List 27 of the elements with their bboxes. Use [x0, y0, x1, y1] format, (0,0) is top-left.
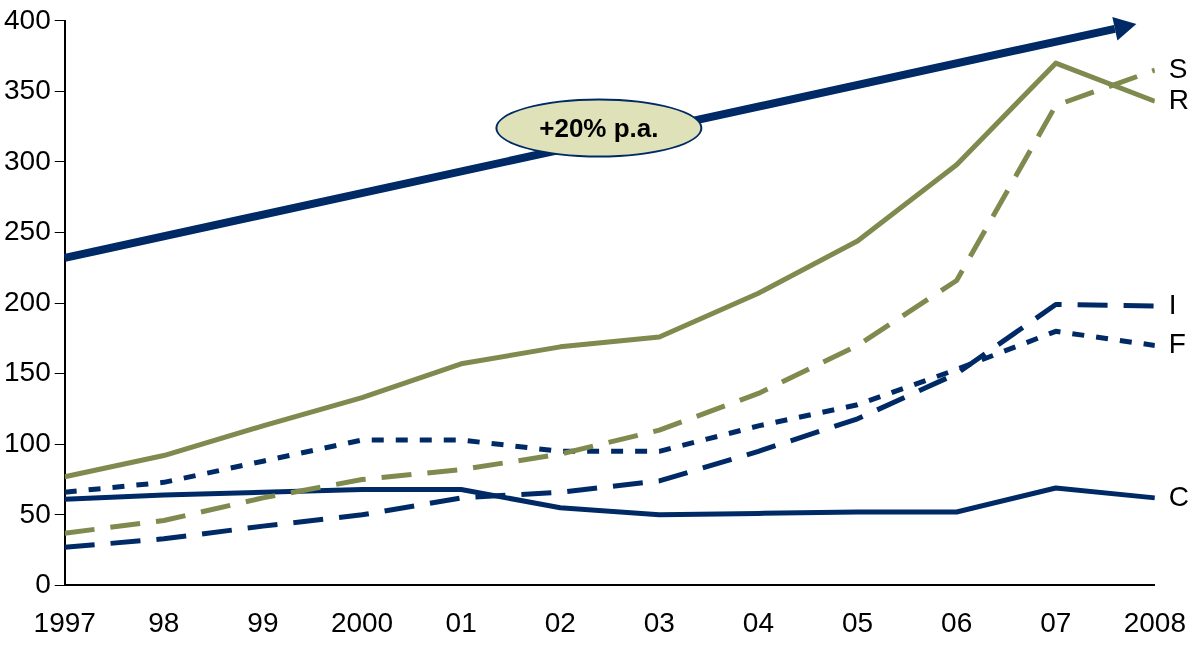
x-tick-label: 07 — [1040, 606, 1072, 638]
x-tick-label: 2008 — [1123, 606, 1186, 638]
callout-ellipse: +20% p.a. — [495, 98, 703, 158]
x-tick-label: 2000 — [330, 606, 394, 638]
y-tick-label: 100 — [4, 426, 51, 458]
x-tick-label: 03 — [643, 606, 675, 638]
x-tick-label: 01 — [445, 606, 477, 638]
series-label: I — [1168, 288, 1177, 320]
x-tick-label: 1997 — [33, 606, 96, 638]
y-tick-label: 50 — [19, 497, 51, 529]
x-tick-label: 05 — [841, 606, 874, 638]
y-tick-label: 150 — [4, 356, 51, 388]
series-label: C — [1168, 480, 1190, 512]
x-tick-label: 06 — [941, 606, 973, 638]
y-tick-label: 0 — [35, 568, 51, 600]
y-tick-label: 300 — [4, 144, 51, 176]
y-tick-label: 250 — [4, 215, 51, 247]
x-tick-label: 02 — [544, 606, 576, 638]
y-tick-label: 200 — [4, 285, 51, 317]
series-label: S — [1168, 52, 1188, 84]
series-label: F — [1168, 328, 1186, 360]
x-tick-label: 99 — [247, 606, 279, 638]
y-tick-label: 400 — [4, 3, 51, 35]
x-tick-label: 98 — [148, 606, 180, 638]
series-label: R — [1168, 83, 1190, 115]
y-tick-label: 350 — [4, 74, 51, 106]
x-tick-label: 04 — [742, 606, 775, 638]
